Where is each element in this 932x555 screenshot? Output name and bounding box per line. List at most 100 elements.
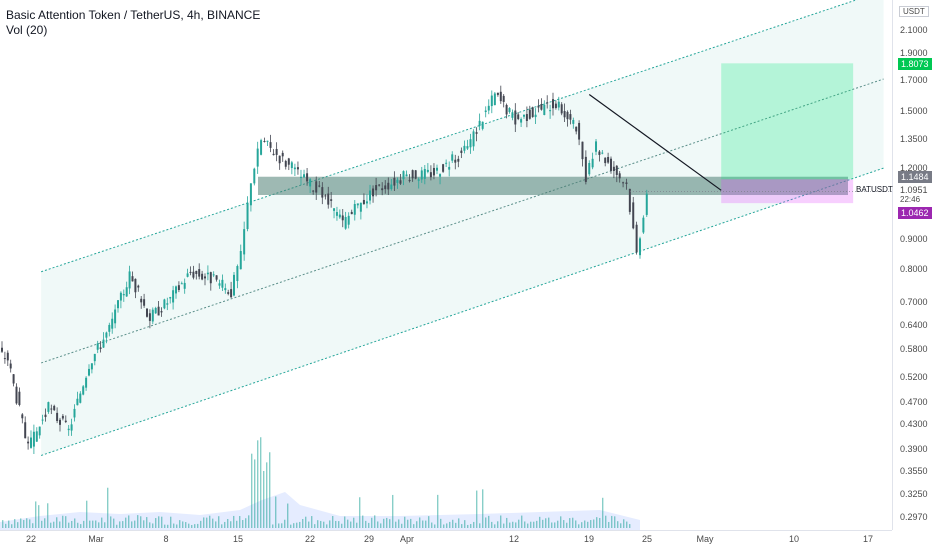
volume-bar (41, 521, 42, 528)
volume-bar (440, 519, 441, 528)
volume-bar (59, 521, 60, 528)
candle-body (300, 177, 302, 178)
volume-bar (26, 518, 27, 528)
volume-bar (464, 520, 465, 528)
candle-body (415, 170, 417, 178)
candle-body (312, 191, 314, 192)
volume-bar (188, 524, 189, 528)
volume-bar (470, 524, 471, 528)
candle-body (598, 152, 600, 155)
candle-body (143, 299, 145, 306)
candle-body (642, 218, 644, 233)
volume-bar (365, 521, 366, 528)
volume-bar (167, 525, 168, 528)
candle-body (227, 292, 229, 294)
volume-bar (416, 521, 417, 528)
candle-body (330, 199, 332, 201)
volume-bar (587, 522, 588, 528)
price-tick: 0.4300 (900, 419, 928, 429)
volume-bar (17, 522, 18, 528)
volume-bar (605, 516, 606, 528)
volume-bar (548, 518, 549, 528)
price-tick: 0.4700 (900, 397, 928, 407)
price-tick: 2.1000 (900, 25, 928, 35)
volume-bar (524, 521, 525, 528)
volume-bar (443, 524, 444, 528)
price-tick: 0.8000 (900, 264, 928, 274)
candle-body (342, 215, 344, 220)
volume-bar (32, 523, 33, 528)
volume-bar (449, 522, 450, 528)
volume-bar (542, 520, 543, 528)
candle-body (532, 107, 534, 117)
volume-bar (170, 517, 171, 528)
volume-bar (347, 520, 348, 528)
volume-bar (197, 524, 198, 528)
volume-bar (518, 520, 519, 528)
candle-body (309, 179, 311, 186)
volume-bar (326, 524, 327, 528)
candle-body (276, 149, 278, 155)
volume-bar (335, 521, 336, 528)
volume-bar (122, 521, 123, 528)
volume-bar (314, 524, 315, 528)
candle-body (360, 203, 362, 212)
volume-indicator-label[interactable]: Vol (20) (6, 23, 47, 37)
volume-bar (185, 522, 186, 528)
volume-bar (491, 522, 492, 528)
volume-bar (74, 518, 75, 528)
price-tick: 1.5000 (900, 106, 928, 116)
candle-body (494, 93, 496, 105)
time-tick: 8 (163, 534, 168, 544)
time-axis[interactable] (0, 530, 892, 551)
candle-body (204, 276, 206, 278)
candle-body (409, 180, 411, 181)
candle-body (230, 289, 232, 297)
volume-bar (527, 524, 528, 528)
candle-body (105, 333, 107, 338)
volume-bar (317, 520, 318, 528)
price-tick: 0.3550 (900, 466, 928, 476)
volume-bar (374, 515, 375, 528)
volume-bar (29, 519, 30, 528)
volume-bar (194, 524, 195, 528)
candle-body (448, 167, 450, 170)
candle-body (436, 168, 438, 171)
price-tick: 0.2970 (900, 512, 928, 522)
candle-body (520, 119, 522, 122)
volume-bar (614, 516, 615, 528)
currency-unit[interactable]: USDT (899, 6, 929, 17)
candle-body (303, 174, 305, 177)
candle-body (184, 283, 186, 289)
volume-bar (389, 519, 390, 528)
volume-bar (359, 497, 360, 528)
time-tick: Apr (400, 534, 414, 544)
volume-bar (179, 520, 180, 528)
candle-body (21, 414, 23, 418)
candle-body (610, 159, 612, 171)
candle-body (195, 271, 197, 274)
candle-body (56, 413, 58, 421)
volume-bar (242, 520, 243, 528)
candle-body (488, 106, 490, 111)
volume-bar (512, 522, 513, 528)
volume-bar (386, 518, 387, 528)
candle-body (406, 174, 408, 176)
candle-body (506, 105, 508, 115)
volume-bar (455, 523, 456, 528)
candle-body (120, 293, 122, 301)
candle-body (24, 422, 26, 438)
volume-bar (611, 516, 612, 528)
candle-body (366, 201, 368, 203)
candle-body (339, 215, 341, 218)
candle-body (62, 416, 64, 419)
volume-bar (539, 517, 540, 528)
candle-body (155, 308, 157, 313)
candle-body (33, 432, 35, 447)
volume-bar (182, 521, 183, 528)
candle-body (381, 188, 383, 190)
volume-bar (260, 437, 261, 528)
candle-body (351, 212, 353, 214)
